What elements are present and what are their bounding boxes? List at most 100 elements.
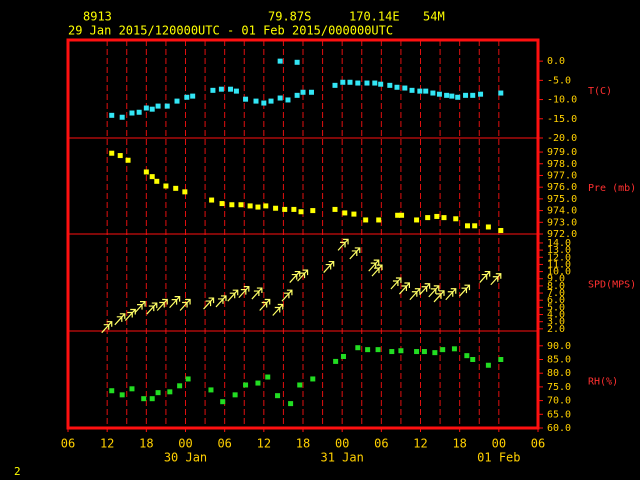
y-tick-label: 972.0 — [547, 229, 577, 240]
data-point — [376, 217, 382, 223]
data-point — [164, 103, 170, 109]
y-tick-label: 8.0 — [547, 281, 565, 292]
data-point — [375, 347, 381, 353]
wind-arrow — [398, 282, 411, 295]
data-point — [423, 88, 429, 94]
data-point — [149, 174, 155, 180]
data-point — [129, 386, 135, 392]
data-point — [155, 390, 161, 396]
data-point — [355, 345, 361, 351]
data-point — [372, 80, 378, 86]
data-point — [340, 79, 346, 85]
y-tick-label: 11.0 — [547, 259, 571, 270]
data-point — [255, 380, 261, 386]
data-point — [143, 105, 149, 111]
data-point — [149, 106, 155, 112]
wind-arrow — [134, 301, 146, 314]
data-point — [243, 96, 249, 102]
wind-arrow — [203, 297, 215, 310]
data-point — [465, 223, 470, 229]
data-point — [149, 396, 155, 402]
data-point — [255, 204, 261, 210]
data-point — [441, 215, 447, 221]
data-point — [425, 215, 431, 221]
data-point — [340, 353, 346, 359]
x-tick-label: 18 — [296, 437, 310, 451]
date-label: 30 Jan — [164, 451, 207, 465]
data-point — [395, 212, 401, 218]
x-tick-label: 00 — [178, 437, 192, 451]
panel-label: SPD(MPS) — [588, 280, 636, 291]
wind-arrow — [156, 298, 168, 311]
data-point — [332, 82, 338, 88]
wind-arrow — [215, 295, 227, 308]
y-tick-label: 12.0 — [547, 252, 571, 263]
station-id: 8913 — [83, 10, 112, 24]
data-point — [365, 347, 371, 353]
data-point — [463, 92, 469, 98]
wind-arrow — [368, 259, 380, 272]
y-tick-label: 14.0 — [547, 238, 571, 249]
data-point — [464, 353, 470, 359]
y-tick-label: 979.0 — [547, 147, 577, 158]
data-point — [143, 169, 149, 175]
wind-arrow — [227, 289, 239, 302]
y-tick-label: 2.0 — [547, 324, 565, 335]
data-point — [398, 348, 404, 354]
data-point — [125, 157, 131, 163]
wind-arrow — [428, 285, 440, 298]
data-point — [414, 217, 420, 223]
data-point — [117, 153, 123, 159]
data-point — [399, 212, 405, 218]
data-point — [351, 211, 357, 217]
y-tick-label: 977.0 — [547, 170, 577, 181]
panel-label: RH(%) — [588, 377, 618, 388]
data-point — [219, 201, 225, 207]
wind-arrow — [390, 277, 402, 290]
elevation: 54M — [423, 10, 445, 24]
y-tick-label: 5.0 — [547, 302, 565, 313]
data-point — [394, 84, 400, 90]
y-tick-label: 4.0 — [547, 310, 565, 321]
y-tick-label: 65.0 — [547, 409, 571, 420]
data-point — [409, 87, 415, 93]
data-point — [470, 356, 476, 362]
data-point — [389, 349, 395, 355]
wind-arrow — [419, 283, 431, 296]
wind-arrow — [289, 270, 301, 283]
data-point — [243, 382, 249, 388]
data-point — [218, 86, 224, 92]
data-point — [220, 399, 226, 405]
data-point — [333, 358, 339, 364]
data-point — [455, 94, 461, 100]
y-tick-label: 0.0 — [547, 56, 565, 67]
data-point — [182, 189, 188, 195]
y-tick-label: -20.0 — [547, 133, 577, 144]
data-point — [470, 92, 476, 98]
data-point — [275, 393, 281, 399]
y-tick-label: 10.0 — [547, 267, 571, 278]
page-number: 2 — [14, 465, 21, 478]
longitude: 170.14E — [349, 10, 400, 24]
data-point — [332, 206, 338, 212]
data-point — [208, 387, 214, 393]
data-point — [109, 388, 115, 394]
data-point — [478, 91, 484, 97]
data-point — [277, 95, 283, 101]
y-tick-label: 90.0 — [547, 341, 571, 352]
panel-label: T(C) — [588, 86, 612, 97]
data-point — [129, 110, 135, 116]
wind-arrow — [124, 308, 136, 321]
data-point — [414, 349, 420, 355]
date-label: 31 Jan — [320, 451, 363, 465]
data-point — [298, 209, 304, 215]
data-point — [109, 112, 115, 118]
x-tick-label: 06 — [217, 437, 231, 451]
data-point — [233, 88, 239, 94]
wind-arrow — [297, 269, 309, 282]
wind-arrow — [114, 313, 126, 326]
wind-arrow — [479, 270, 491, 283]
data-point — [436, 91, 442, 97]
data-point — [498, 90, 504, 96]
